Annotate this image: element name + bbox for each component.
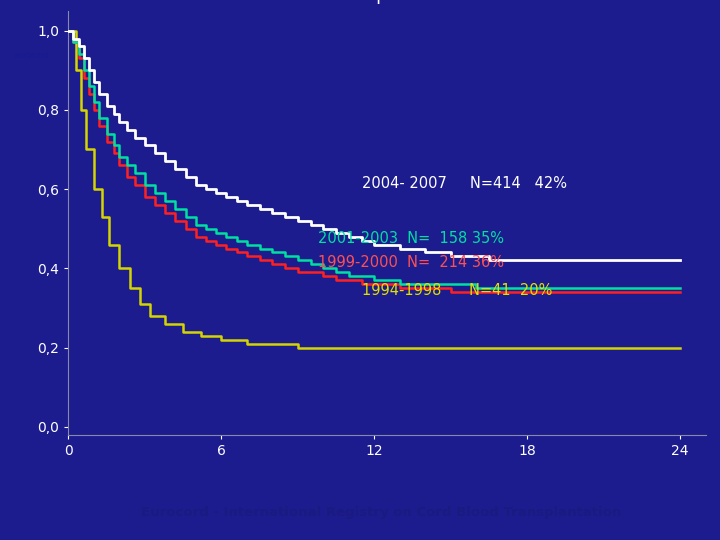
Text: 2001-2003  N=  158 35%: 2001-2003 N= 158 35% [318, 231, 504, 246]
Text: 1999-2000  N=  214 36%: 1999-2000 N= 214 36% [318, 255, 504, 270]
Text: eurocord: eurocord [14, 51, 49, 60]
Text: 1994-1998      N=41  20%: 1994-1998 N=41 20% [361, 282, 552, 298]
Title: Overall survival after UCBT in adults  by period
of transplantation: Overall survival after UCBT in adults by… [182, 0, 592, 4]
Text: Eurocord - International Registry on Cord Blood Transplantation: Eurocord - International Registry on Cor… [141, 505, 622, 518]
Text: 2004- 2007     N=414   42%: 2004- 2007 N=414 42% [361, 176, 567, 191]
